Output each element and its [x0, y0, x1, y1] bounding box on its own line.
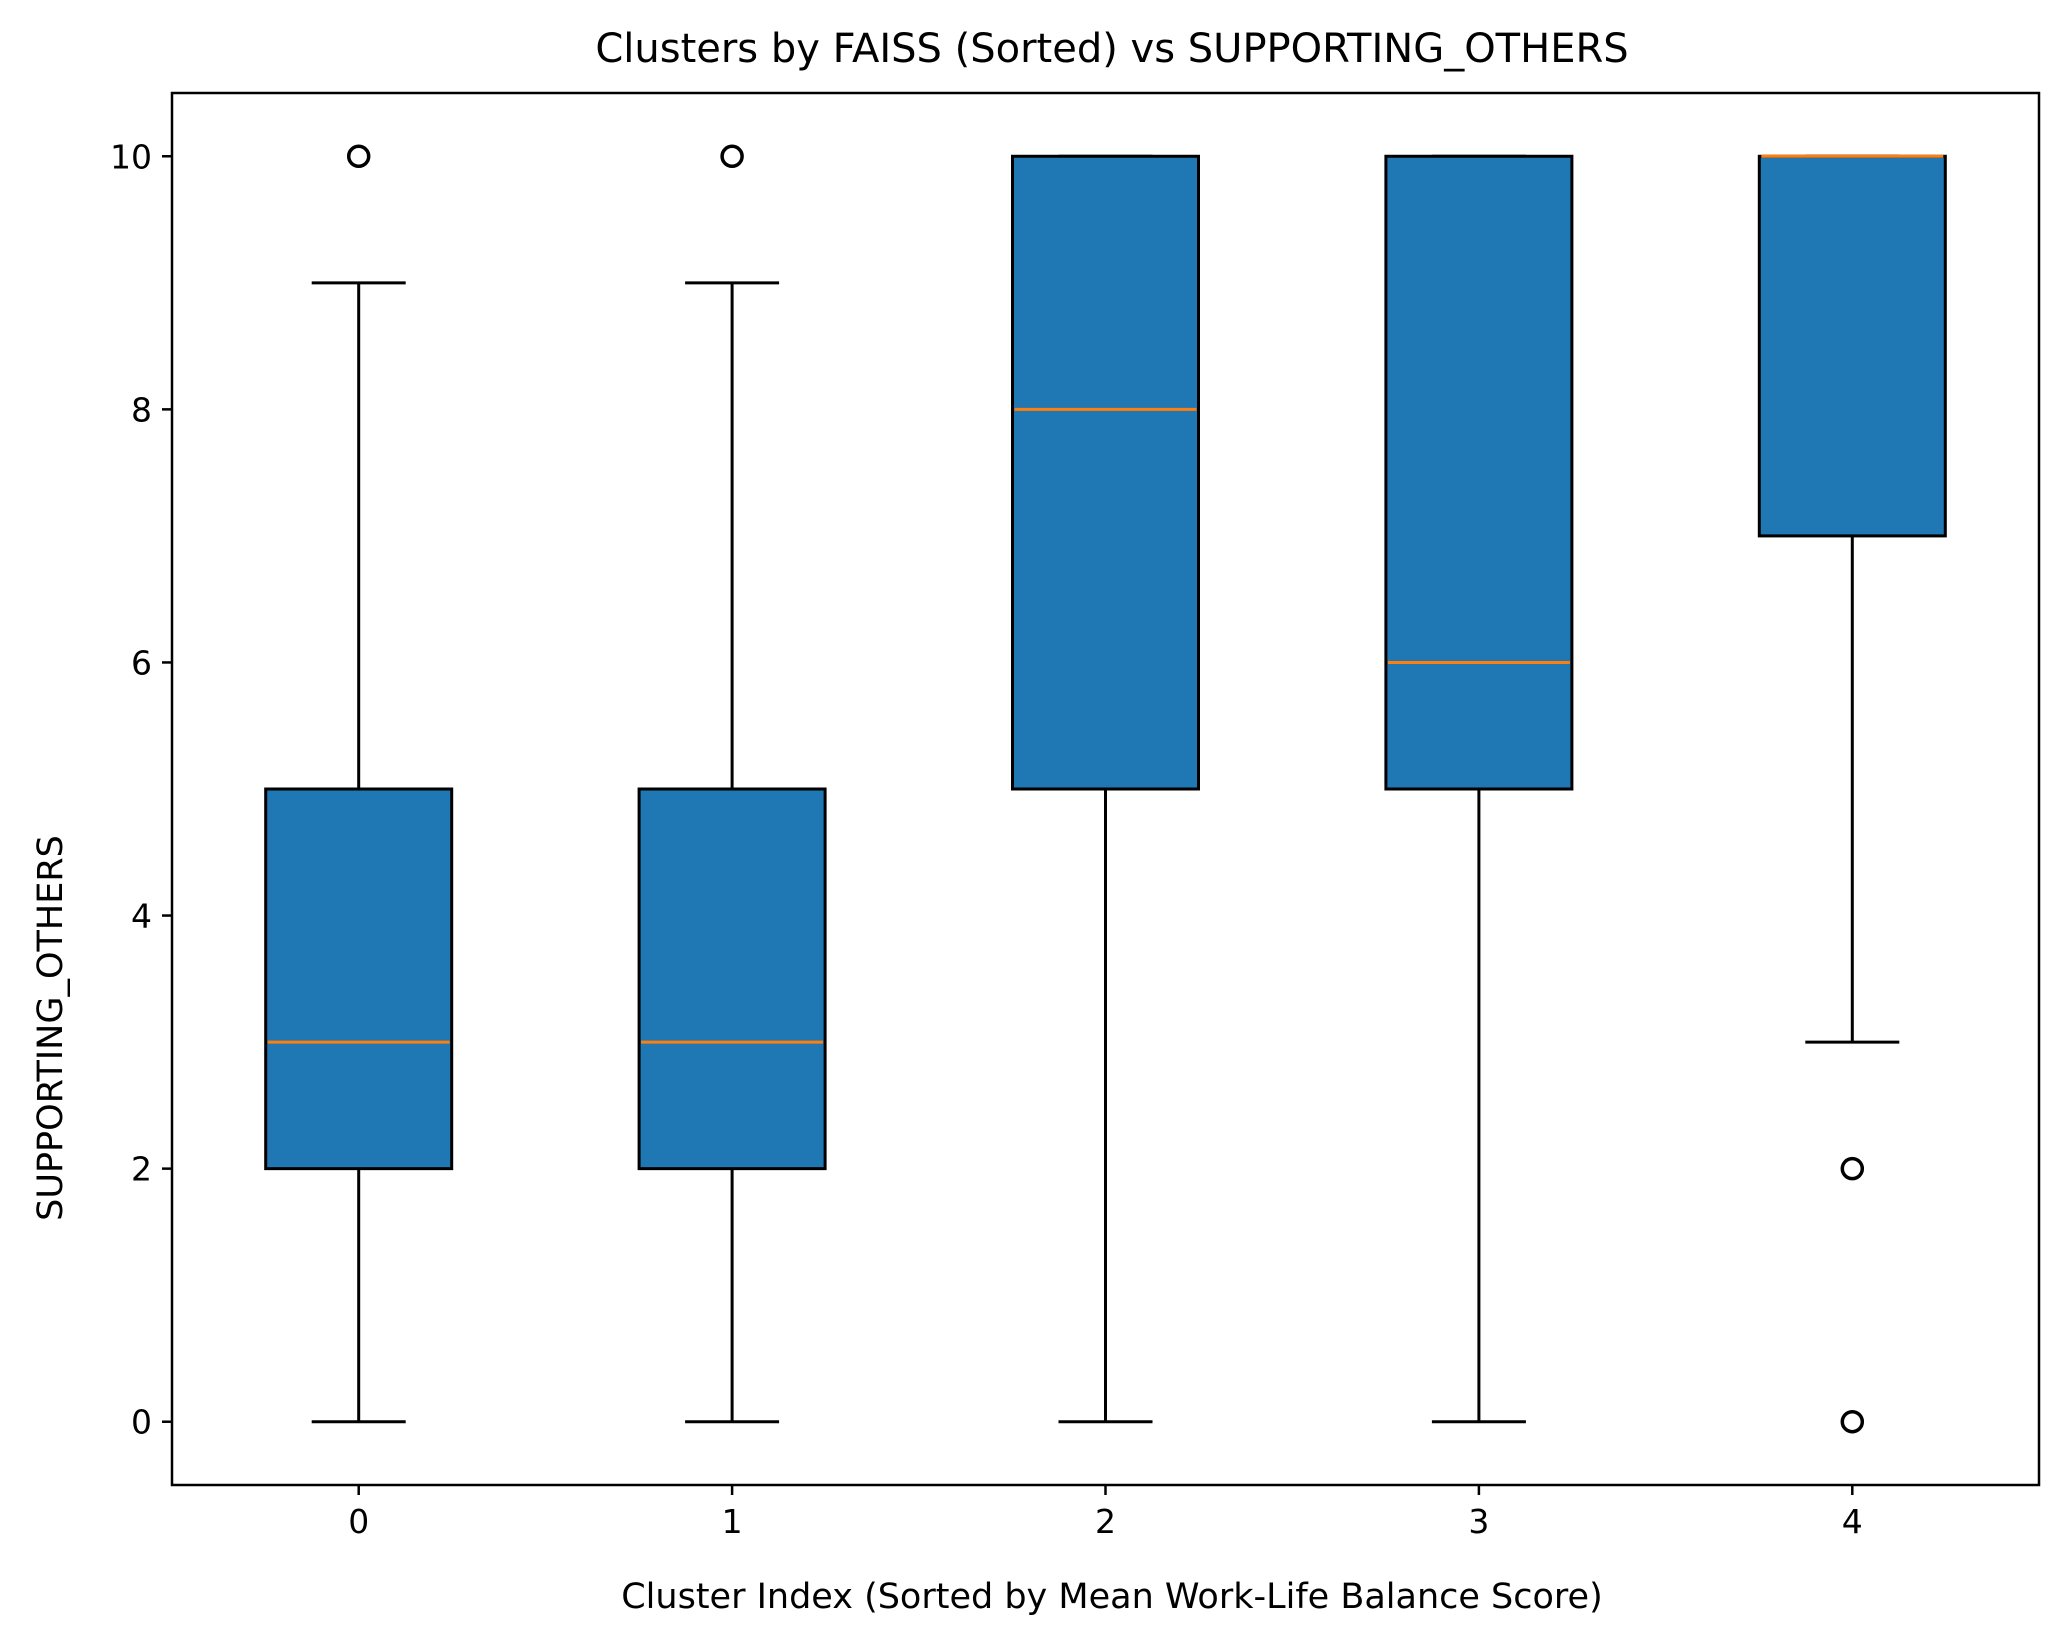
- y-tick-label: 0: [131, 1403, 152, 1442]
- y-tick-label: 4: [131, 897, 152, 936]
- y-tick-label: 10: [110, 137, 152, 176]
- box-group-3: [1384, 154, 1574, 1424]
- outlier-point: [720, 144, 744, 169]
- chart-title: Clusters by FAISS (Sorted) vs SUPPORTING…: [595, 26, 1628, 72]
- plot-area: 0 1 2 3 4 0 2 4 6 8 10: [110, 91, 2041, 1541]
- x-tick-label: 2: [1095, 1502, 1116, 1541]
- x-tick-label: 1: [722, 1502, 743, 1541]
- box: [1011, 154, 1200, 791]
- outlier-point: [1840, 1409, 1865, 1434]
- box-group-0: [264, 144, 454, 1424]
- y-tick-label: 6: [131, 643, 152, 682]
- x-tick-label: 0: [348, 1502, 369, 1541]
- box: [264, 787, 454, 1171]
- y-tick-label: 2: [131, 1150, 152, 1189]
- box: [1757, 154, 1947, 538]
- box-group-2: [1011, 154, 1200, 1424]
- x-axis-label: Cluster Index (Sorted by Mean Work-Life …: [621, 1577, 1603, 1617]
- outlier-point: [346, 144, 371, 169]
- box: [637, 787, 827, 1171]
- box: [1384, 154, 1574, 791]
- y-tick-label: 8: [131, 390, 152, 429]
- box-group-1: [637, 144, 827, 1424]
- x-tick-label: 3: [1468, 1502, 1489, 1541]
- outlier-point: [1840, 1156, 1865, 1181]
- box-group-4: [1757, 154, 1947, 1434]
- y-axis-label: SUPPORTING_OTHERS: [31, 835, 71, 1221]
- x-tick-label: 4: [1842, 1502, 1863, 1541]
